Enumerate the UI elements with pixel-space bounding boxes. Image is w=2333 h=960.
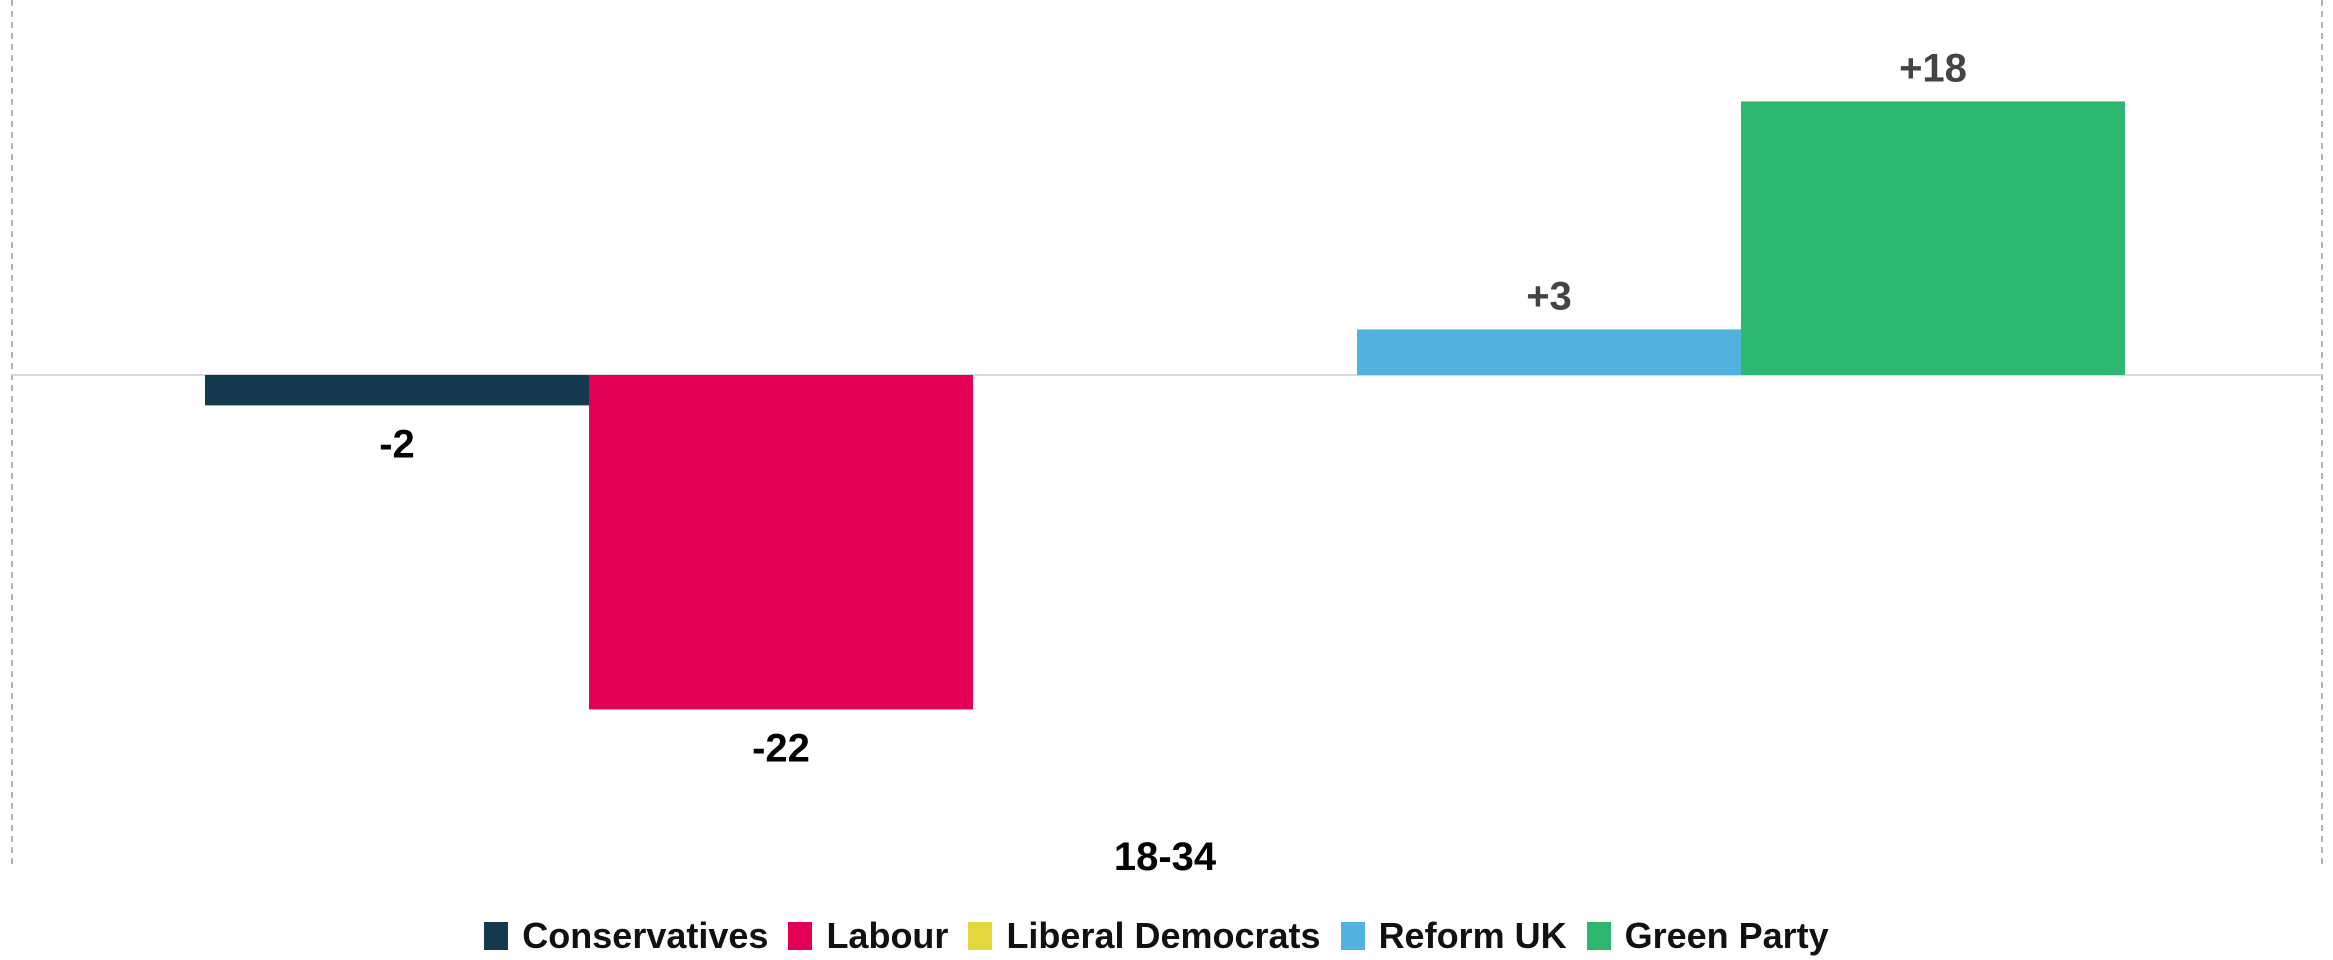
legend-swatch — [788, 922, 813, 950]
data-label-green-party: +18 — [1899, 46, 1967, 90]
legend-swatch — [484, 922, 509, 950]
legend: Conservatives Labour Liberal Democrats Refo… — [0, 912, 2333, 960]
legend-label: Green Party — [1624, 915, 1829, 956]
legend-item-labour: Labour — [788, 915, 948, 957]
bar-reform-uk — [1357, 329, 1741, 375]
legend-swatch — [1586, 922, 1611, 950]
legend-item-liberal-democrats: Liberal Democrats — [968, 915, 1321, 957]
legend-swatch — [1340, 922, 1365, 950]
legend-swatch — [968, 922, 993, 950]
legend-item-reform-uk: Reform UK — [1340, 915, 1567, 957]
bar-conservatives — [205, 375, 589, 406]
bar-labour — [589, 375, 973, 710]
legend-label: Liberal Democrats — [1006, 915, 1321, 956]
data-label-reform-uk: +3 — [1526, 274, 1572, 318]
legend-item-green-party: Green Party — [1586, 915, 1829, 957]
legend-label: Conservatives — [522, 915, 769, 956]
legend-item-conservatives: Conservatives — [484, 915, 768, 957]
legend-label: Reform UK — [1378, 915, 1567, 956]
data-label-labour: -22 — [752, 726, 810, 770]
data-label-conservatives: -2 — [379, 422, 415, 466]
legend-label: Labour — [826, 915, 949, 956]
bar-green-party — [1741, 101, 2125, 376]
category-label: 18-34 — [1114, 835, 1217, 879]
